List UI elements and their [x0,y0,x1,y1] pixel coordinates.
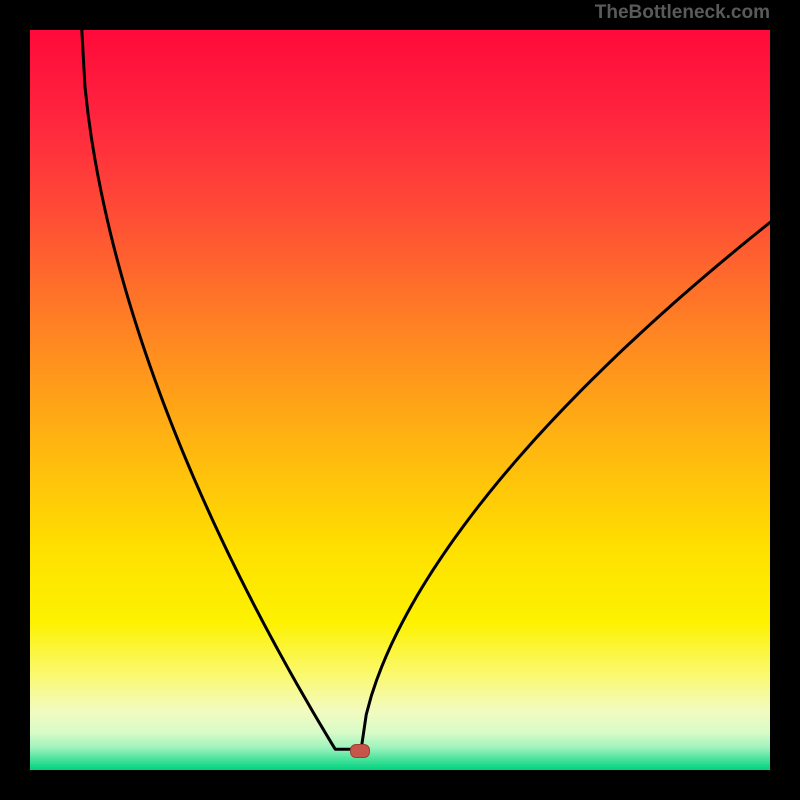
optimal-point-marker [350,744,370,758]
chart-container: TheBottleneck.com [0,0,800,800]
plot-area [30,30,770,770]
watermark-text: TheBottleneck.com [595,2,770,24]
bottleneck-curve [30,30,770,770]
